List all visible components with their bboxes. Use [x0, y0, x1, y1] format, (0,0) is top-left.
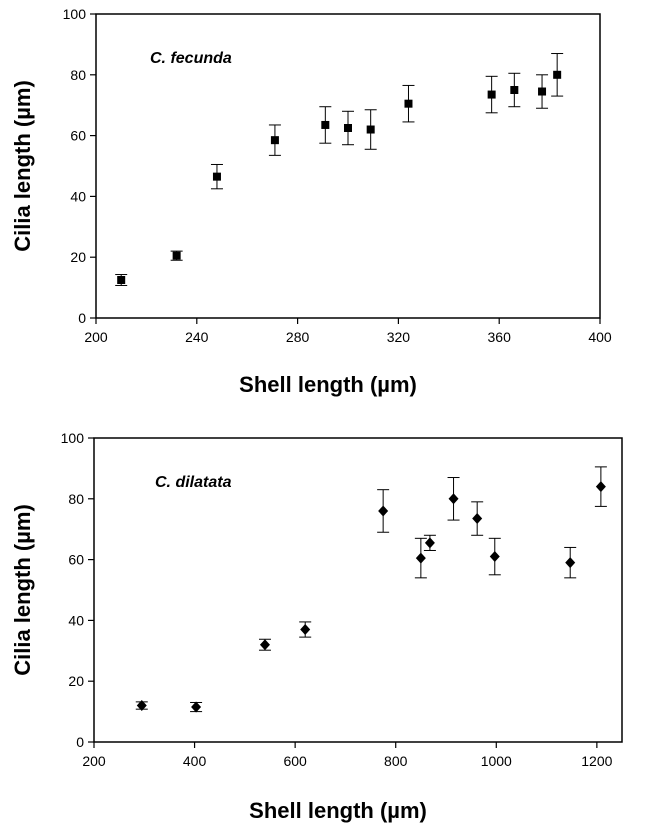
x-tick-label: 200 — [82, 753, 106, 769]
x-axis-title: Shell length (µm) — [239, 372, 417, 397]
x-tick-label: 400 — [183, 753, 207, 769]
y-tick-label: 0 — [76, 734, 84, 750]
chart-1: 0 20 40 60 80 100 200 240 280 320 360 400 Shell leng… — [10, 6, 612, 397]
square-marker — [366, 125, 375, 134]
y-axis-title: Cilia length (µm) — [10, 80, 35, 252]
y-tick-label: 100 — [61, 430, 85, 446]
data-point — [551, 53, 564, 97]
x-axis-title: Shell length (µm) — [249, 798, 427, 823]
data-point — [402, 84, 415, 123]
square-marker — [538, 87, 547, 96]
diamond-marker — [424, 537, 435, 549]
diamond-marker — [565, 557, 576, 569]
y-tick-label: 40 — [68, 612, 84, 628]
x-tick-label: 320 — [387, 329, 411, 345]
square-marker — [553, 70, 562, 79]
x-tick-label: 200 — [84, 329, 108, 345]
y-tick-label: 80 — [68, 491, 84, 507]
data-point — [115, 274, 128, 286]
y-tick-label: 60 — [68, 552, 84, 568]
diamond-marker — [448, 493, 459, 505]
y-tick-label: 20 — [70, 249, 86, 265]
x-tick-label: 1200 — [581, 753, 612, 769]
data-point — [210, 163, 223, 190]
data-point — [536, 74, 549, 109]
data-point — [447, 477, 460, 521]
data-point — [190, 701, 203, 713]
x-tick-label: 1000 — [481, 753, 512, 769]
data-point — [594, 466, 607, 507]
y-tick-label: 0 — [78, 310, 86, 326]
data-point — [299, 621, 312, 638]
square-marker — [212, 172, 221, 181]
data-point — [268, 124, 281, 156]
y-tick-label: 60 — [70, 128, 86, 144]
data-point — [170, 250, 183, 261]
square-marker — [172, 251, 181, 260]
square-marker — [117, 276, 126, 284]
data-point — [564, 546, 577, 579]
data-point — [377, 489, 390, 533]
data-point — [488, 537, 501, 576]
y-tick-label: 40 — [70, 188, 86, 204]
diamond-marker — [136, 700, 147, 712]
square-marker — [344, 124, 352, 132]
data-point — [485, 75, 498, 114]
x-tick-label: 240 — [185, 329, 209, 345]
diamond-marker — [472, 513, 483, 525]
data-point — [508, 72, 521, 108]
plot-frame — [93, 437, 623, 743]
square-marker — [487, 90, 496, 99]
diamond-marker — [259, 639, 270, 651]
plot-frame — [95, 13, 601, 319]
square-marker — [404, 99, 413, 108]
y-tick-label: 100 — [63, 6, 87, 22]
chart-2: 0 20 40 60 80 100 200 400 600 800 1000 1200 Shell le… — [10, 430, 623, 823]
x-tick-label: 800 — [384, 753, 408, 769]
diamond-marker — [595, 481, 606, 493]
data-point — [364, 109, 377, 150]
data-point — [471, 501, 484, 536]
x-tick-label: 360 — [488, 329, 512, 345]
square-marker — [321, 120, 330, 129]
species-label: C. dilatata — [155, 474, 232, 491]
y-axis-title: Cilia length (µm) — [10, 504, 35, 676]
data-point — [423, 534, 436, 551]
data-point — [414, 537, 427, 579]
y-tick-label: 80 — [70, 67, 86, 83]
square-marker — [270, 136, 279, 145]
data-point — [135, 700, 148, 712]
x-tick-label: 280 — [286, 329, 310, 345]
diamond-marker — [300, 624, 311, 636]
square-marker — [510, 86, 519, 94]
x-tick-label: 600 — [283, 753, 307, 769]
data-point — [319, 106, 332, 144]
diamond-marker — [191, 701, 202, 713]
x-tick-label: 400 — [588, 329, 612, 345]
data-point — [258, 638, 271, 651]
y-tick-label: 20 — [68, 673, 84, 689]
data-point — [342, 110, 354, 146]
species-label: C. fecunda — [150, 50, 232, 67]
diamond-marker — [489, 551, 500, 563]
diamond-marker — [415, 552, 426, 564]
diamond-marker — [378, 505, 389, 517]
